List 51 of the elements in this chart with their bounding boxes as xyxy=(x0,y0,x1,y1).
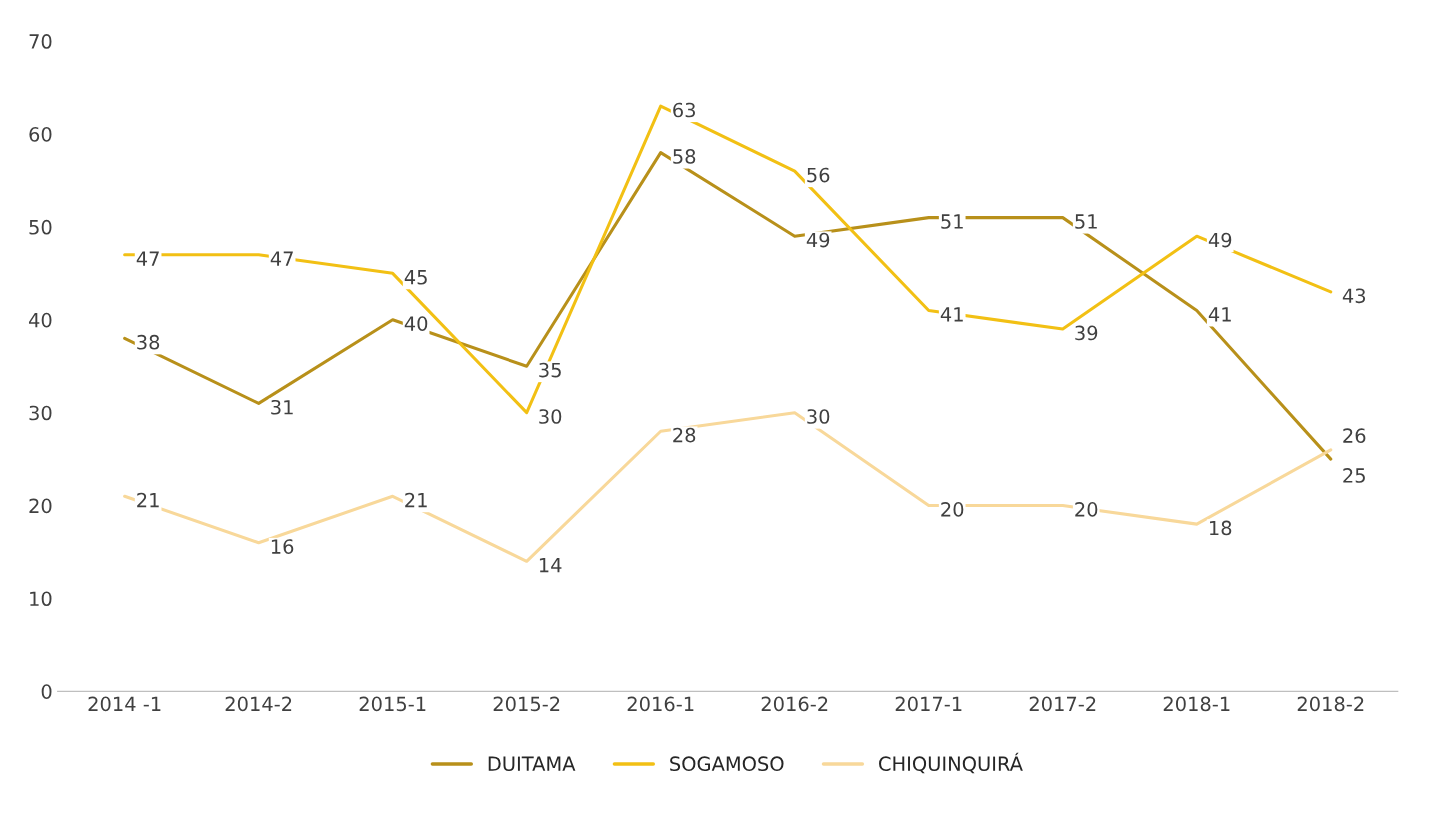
data-label: 63 xyxy=(673,102,695,118)
data-label: 56 xyxy=(807,167,830,183)
y-tick-label: 40 xyxy=(28,312,52,328)
data-label: 41 xyxy=(940,307,963,322)
data-label: 20 xyxy=(1075,502,1098,517)
y-tick-label: 30 xyxy=(29,405,52,421)
data-label: 21 xyxy=(137,492,159,508)
data-label: 40 xyxy=(404,316,428,331)
x-tick-label: 2017-1 xyxy=(895,696,962,712)
data-label: 21 xyxy=(405,492,427,508)
data-label: 47 xyxy=(136,251,159,266)
data-label: 35 xyxy=(539,362,561,378)
data-label: 49 xyxy=(1208,232,1232,248)
y-tick-label: 20 xyxy=(29,498,52,514)
data-label: 14 xyxy=(539,558,562,573)
data-label: 43 xyxy=(1342,288,1366,304)
y-tick-label: 50 xyxy=(29,219,52,235)
data-label: 39 xyxy=(1075,325,1098,341)
y-tick-label: 10 xyxy=(30,591,52,607)
data-label: 47 xyxy=(270,251,293,266)
data-label: 18 xyxy=(1210,520,1232,536)
data-label: 25 xyxy=(1343,468,1365,483)
y-tick-label: 60 xyxy=(29,126,52,142)
data-label: 30 xyxy=(539,409,562,424)
y-tick-label: 0 xyxy=(41,684,52,699)
x-tick-label: 2014 -1 xyxy=(88,696,161,712)
legend-label: CHIQUINQUIRÁ xyxy=(879,752,1023,774)
data-label: 58 xyxy=(673,149,696,164)
data-label: 51 xyxy=(1075,214,1097,229)
data-label: 45 xyxy=(404,270,427,285)
x-tick-label: 2016-2 xyxy=(761,696,828,712)
data-label: 49 xyxy=(806,232,830,248)
data-label: 28 xyxy=(673,427,696,443)
data-label: 31 xyxy=(271,399,293,415)
x-tick-label: 2014-2 xyxy=(225,696,292,712)
x-tick-label: 2017-2 xyxy=(1029,696,1096,712)
x-tick-label: 2018-2 xyxy=(1297,696,1364,712)
x-tick-label: 2015-1 xyxy=(359,696,426,712)
data-label: 30 xyxy=(807,409,830,424)
x-tick-label: 2015-2 xyxy=(493,696,560,712)
data-label: 41 xyxy=(1208,307,1231,322)
data-label: 38 xyxy=(137,334,160,350)
data-label: 16 xyxy=(271,539,294,554)
data-label: 51 xyxy=(941,214,963,229)
x-tick-label: 2016-1 xyxy=(627,696,694,712)
legend-label: SOGAMOSO xyxy=(670,756,784,772)
data-label: 20 xyxy=(941,502,964,517)
data-label: 26 xyxy=(1343,428,1366,443)
legend-label: DUITAMA xyxy=(488,756,576,772)
x-tick-label: 2018-1 xyxy=(1163,696,1230,712)
y-tick-label: 70 xyxy=(29,34,52,49)
